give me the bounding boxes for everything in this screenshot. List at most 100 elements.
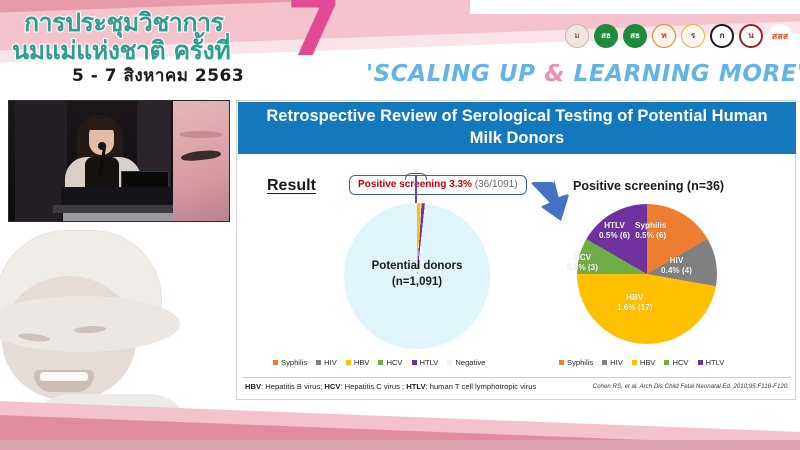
pie-chart-positive-screening[interactable] xyxy=(577,204,717,344)
legend-right-chart: Syphilis HIV HBV HCV HTLV xyxy=(559,358,724,367)
slide-title: Retrospective Review of Serological Test… xyxy=(238,102,796,154)
legend2-swatch-htlv xyxy=(697,360,703,365)
footnote-htlv-val: : human T cell lymphotropic virus xyxy=(425,382,537,391)
slice-label-htlv: HTLV 0.5% (6) xyxy=(599,221,630,242)
callout-leader-line xyxy=(415,175,417,205)
logo-black-ring: ก xyxy=(710,24,734,48)
legend2-item-syphilis: Syphilis xyxy=(559,358,593,367)
slice-label-hbv: HBV 1.6% (17) xyxy=(617,293,653,314)
legend-label-hcv: HCV xyxy=(386,358,403,367)
edition-number: 7 xyxy=(286,0,342,74)
baby-eye xyxy=(180,148,222,163)
legend2-item-hiv: HIV xyxy=(602,358,623,367)
legend-item-htlv: HTLV xyxy=(411,358,439,367)
background-baby-watermark xyxy=(0,222,232,422)
footnote-hcv-key: HCV xyxy=(324,382,341,391)
logo-green-health-2: สธ xyxy=(623,24,647,48)
slice-label-hiv-value: 0.4% (4) xyxy=(661,266,692,276)
legend-left-chart: Syphilis HIV HBV HCV HTLV Negative xyxy=(273,358,485,367)
legend2-swatch-hiv xyxy=(602,360,608,365)
slice-label-hiv-name: HIV xyxy=(669,256,684,265)
legend-item-hbv: HBV xyxy=(345,358,370,367)
right-chart-heading: Positive screening (n=36) xyxy=(573,179,725,193)
slice-label-hbv-name: HBV xyxy=(626,293,644,302)
tagline-part1: 'SCALING UP xyxy=(365,60,545,88)
logo-green-health-1: สธ xyxy=(594,24,618,48)
watermark-hat-brim xyxy=(0,296,180,352)
legend2-item-htlv: HTLV xyxy=(697,358,725,367)
tagline-part2: LEARNING MORE' xyxy=(565,60,800,88)
slice-label-syphilis: Syphilis 0.5% (6) xyxy=(635,221,666,242)
conference-date: 5 - 7 สิงหาคม 2563 xyxy=(72,66,245,86)
footnote-htlv-key: HTLV xyxy=(406,382,426,391)
logo-crown-orange: ท xyxy=(652,24,676,48)
pie-chart-potential-donors[interactable] xyxy=(344,203,490,349)
logo-royal-seal: ม xyxy=(565,24,589,48)
logo-thaihealth: สสส xyxy=(768,24,792,48)
conference-tagline: 'SCALING UP & LEARNING MORE' xyxy=(365,60,800,88)
legend2-label-hcv: HCV xyxy=(672,358,689,367)
legend-item-hcv: HCV xyxy=(378,358,403,367)
presenter-video-feed[interactable] xyxy=(8,100,230,222)
baby-photo-inset xyxy=(173,101,229,221)
podium-base xyxy=(63,213,181,221)
logo-red-garuda: น xyxy=(739,24,763,48)
abbreviation-footnote: HBV: Hepatitis B virus; HCV: Hepatitis C… xyxy=(245,382,645,391)
podium-top-edge xyxy=(53,205,191,213)
pie-chart-center-label: Potential donors (n=1,091) xyxy=(344,259,490,290)
conference-title-line1: การประชุมวิชาการ xyxy=(23,7,225,38)
callout-highlight-text: Positive screening 3.3% xyxy=(358,179,472,190)
microphone-icon xyxy=(98,142,106,150)
baby-brow xyxy=(179,131,223,138)
conference-banner: การประชุมวิชาการ นมแม่แห่งชาติ ครั้งที่ … xyxy=(0,0,800,95)
source-citation: Cohen RS, et al. Arch Dis Child Fetal Ne… xyxy=(592,383,789,390)
legend2-label-hiv: HIV xyxy=(610,358,623,367)
footnote-hcv-val: : Hepatitis C virus ; xyxy=(340,382,407,391)
pie-center-line1: Potential donors xyxy=(371,260,463,272)
legend2-item-hbv: HBV xyxy=(631,358,656,367)
slice-label-hiv: HIV 0.4% (4) xyxy=(661,256,692,277)
legend-label-hiv: HIV xyxy=(324,358,337,367)
legend2-swatch-hbv xyxy=(631,360,637,365)
positive-screening-callout: Positive screening 3.3% (36/1091) xyxy=(349,175,527,195)
logo-royal-blue: ร xyxy=(681,24,705,48)
presentation-slide[interactable]: Retrospective Review of Serological Test… xyxy=(236,100,796,400)
slice-label-syphilis-value: 0.5% (6) xyxy=(635,231,667,241)
sponsor-logo-row: ม สธ สธ ท ร ก น สสส xyxy=(565,24,792,48)
slice-label-htlv-name: HTLV xyxy=(604,221,625,230)
conference-title-line2: นมแม่แห่งชาติ ครั้งที่ xyxy=(11,35,232,66)
slice-label-syphilis-name: Syphilis xyxy=(635,221,667,230)
legend2-label-syphilis: Syphilis xyxy=(567,358,594,367)
footnote-hbv-val: : Hepatitis B virus; xyxy=(261,382,325,391)
legend-label-htlv: HTLV xyxy=(419,358,439,367)
legend-swatch-hiv xyxy=(316,360,322,365)
slice-label-hcv: HCV 0.3% (3) xyxy=(567,253,598,274)
legend2-item-hcv: HCV xyxy=(664,358,689,367)
legend-item-hiv: HIV xyxy=(316,358,337,367)
footnote-hbv-key: HBV xyxy=(245,382,262,391)
speaker-fringe xyxy=(87,119,116,130)
legend2-label-hbv: HBV xyxy=(639,358,656,367)
pie-center-line2: (n=1,091) xyxy=(391,275,443,288)
callout-brace xyxy=(405,173,427,180)
legend2-swatch-hcv xyxy=(664,360,670,365)
tagline-ampersand: & xyxy=(544,60,566,88)
slice-label-htlv-value: 0.5% (6) xyxy=(599,231,630,241)
banner-white-gap xyxy=(470,0,800,14)
blue-arrow-icon xyxy=(531,179,569,221)
legend-label-negative: Negative xyxy=(455,358,486,367)
legend-item-syphilis: Syphilis xyxy=(273,358,307,367)
legend-swatch-negative xyxy=(447,360,453,365)
stage-wall-panel-left xyxy=(15,101,67,221)
footer-stripe-base xyxy=(0,440,800,450)
callout-fraction-text: (36/1091) xyxy=(474,179,518,190)
legend-label-syphilis: Syphilis xyxy=(281,358,308,367)
footnote-divider xyxy=(243,377,791,378)
slice-label-hbv-value: 1.6% (17) xyxy=(617,303,653,313)
legend2-label-htlv: HTLV xyxy=(705,358,725,367)
legend-label-hbv: HBV xyxy=(353,358,370,367)
legend-swatch-htlv xyxy=(411,360,417,365)
legend-swatch-hbv xyxy=(345,360,351,365)
result-heading: Result xyxy=(267,177,316,194)
